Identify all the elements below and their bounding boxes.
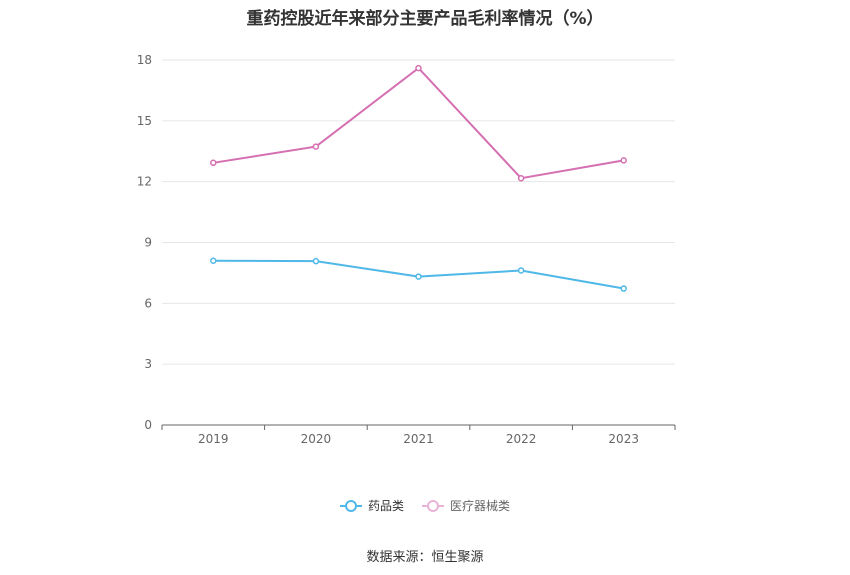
y-tick-label: 6	[144, 296, 152, 310]
data-point[interactable]	[620, 157, 627, 164]
axes: 0 3 6 9 12 15 18 2019 2020 2021 2022 2023	[137, 53, 676, 446]
y-tick-label: 0	[144, 418, 152, 432]
legend: 药品类 医疗器械类	[0, 497, 850, 514]
legend-item-devices[interactable]: 医疗器械类	[422, 497, 510, 514]
y-tick-label: 3	[144, 357, 152, 371]
legend-marker-devices-icon	[422, 499, 444, 512]
y-tick-label: 12	[137, 175, 152, 189]
y-tick-label: 15	[137, 114, 152, 128]
x-tick-label: 2019	[198, 432, 229, 446]
x-tick-label: 2020	[301, 432, 332, 446]
x-tick-label: 2022	[506, 432, 537, 446]
data-point[interactable]	[312, 143, 320, 150]
data-point[interactable]	[210, 257, 217, 264]
y-tick-label: 9	[144, 236, 152, 250]
legend-item-drugs[interactable]: 药品类	[339, 497, 404, 514]
data-point[interactable]	[517, 174, 525, 182]
series-line-1	[213, 66, 624, 180]
y-tick-label: 18	[137, 53, 152, 67]
legend-label-devices: 医疗器械类	[450, 499, 511, 513]
series-lines	[210, 64, 627, 292]
data-point[interactable]	[415, 273, 422, 280]
data-point[interactable]	[415, 64, 422, 72]
data-source-note: 数据来源：恒生聚源	[366, 550, 484, 565]
chart-title: 重药控股近年来部分主要产品毛利率情况（%）	[246, 9, 604, 29]
x-tick-label: 2021	[403, 432, 434, 446]
data-point[interactable]	[312, 257, 320, 265]
grid-lines	[162, 59, 675, 365]
legend-marker-drugs-icon	[339, 499, 362, 512]
legend-label-drugs: 药品类	[367, 499, 404, 513]
data-point[interactable]	[210, 159, 217, 167]
data-point[interactable]	[517, 267, 525, 274]
data-point[interactable]	[620, 285, 627, 292]
x-tick-label: 2023	[608, 432, 639, 446]
